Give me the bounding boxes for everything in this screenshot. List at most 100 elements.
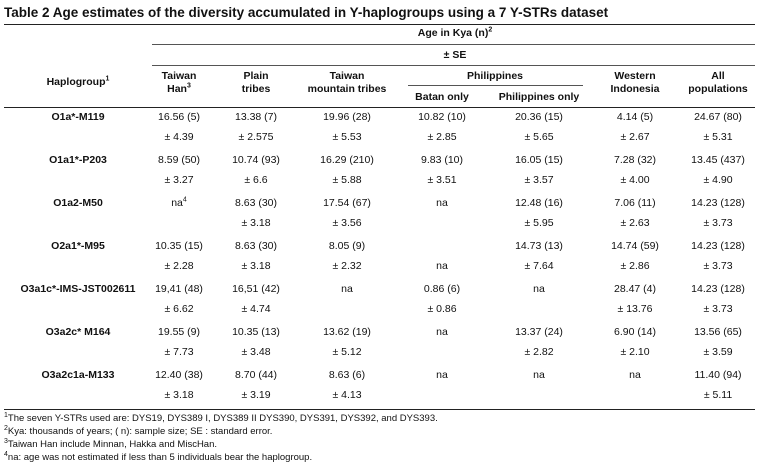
haplogroup-header: Haplogroup1 — [46, 75, 110, 89]
se-cell: ± 3.59 — [703, 346, 733, 358]
se-cell: ± 2.86 — [620, 260, 650, 272]
se-cell: ± 7.64 — [524, 260, 554, 272]
row-label: O1a*-M119 — [51, 111, 105, 123]
se-cell: ± 7.73 — [164, 346, 194, 358]
se-cell: ± 5.95 — [524, 217, 554, 229]
header-bottom-rule — [4, 107, 755, 108]
se-cell: ± 4.00 — [620, 174, 650, 186]
se-cell: ± 5.53 — [332, 131, 362, 143]
philippines-rule — [408, 85, 583, 86]
value-cell: 13.62 (19) — [323, 326, 371, 338]
se-cell: ± 5.11 — [703, 389, 733, 401]
se-cell: ± 2.82 — [524, 346, 554, 358]
se-cell: ± 2.67 — [620, 131, 650, 143]
se-cell: ± 5.12 — [332, 346, 362, 358]
value-cell: 19.55 (9) — [157, 326, 201, 338]
value-cell: 9.83 (10) — [420, 154, 464, 166]
value-cell: na — [341, 283, 353, 295]
value-cell: 10.74 (93) — [232, 154, 280, 166]
value-cell: 8.05 (9) — [328, 240, 366, 252]
col-header-philippines-only: Philippines only — [498, 91, 580, 103]
value-cell: 14.73 (13) — [515, 240, 563, 252]
value-cell: 16,51 (42) — [232, 283, 280, 295]
col-header-western-indonesia: Western Indonesia — [610, 70, 660, 95]
value-cell: 8.70 (44) — [234, 369, 278, 381]
se-cell: ± 3.48 — [241, 346, 271, 358]
value-cell: 20.36 (15) — [515, 111, 563, 123]
row-label: O1a1*-P203 — [49, 154, 107, 166]
se-cell: ± 5.65 — [524, 131, 554, 143]
se-cell: ± 3.57 — [524, 174, 554, 186]
se-cell: ± 6.6 — [244, 174, 268, 186]
value-cell: 7.28 (32) — [613, 154, 657, 166]
table-title: Table 2 Age estimates of the diversity a… — [4, 5, 609, 20]
se-header: ± SE — [443, 49, 467, 61]
value-cell: 24.67 (80) — [694, 111, 742, 123]
col-header-batan-only: Batan only — [415, 91, 469, 103]
col-group-philippines: Philippines — [466, 70, 524, 82]
value-cell: 8.63 (30) — [234, 197, 278, 209]
value-cell: 8.63 (30) — [234, 240, 278, 252]
footnote-2: 2Kya: thousands of years; ( n): sample s… — [4, 424, 273, 437]
se-cell: ± 4.13 — [332, 389, 362, 401]
se-cell: ± 4.74 — [241, 303, 271, 315]
age-rule — [152, 44, 755, 45]
value-cell: 13.45 (437) — [691, 154, 745, 166]
value-cell: 13.37 (24) — [515, 326, 563, 338]
footnote-1: 1The seven Y-STRs used are: DYS19, DYS38… — [4, 411, 438, 424]
se-cell: ± 3.73 — [703, 303, 733, 315]
value-cell: 8.59 (50) — [157, 154, 201, 166]
value-cell: 19.96 (28) — [323, 111, 371, 123]
se-cell: ± 3.73 — [703, 260, 733, 272]
value-cell: na — [533, 283, 545, 295]
se-cell: ± 13.76 — [617, 303, 653, 315]
value-cell: 7.06 (11) — [614, 197, 656, 209]
se-cell: ± 4.39 — [164, 131, 194, 143]
value-cell: 13.56 (65) — [694, 326, 742, 338]
se-cell: ± 3.18 — [164, 389, 194, 401]
value-cell: 14.23 (128) — [691, 197, 745, 209]
value-cell: 4.14 (5) — [616, 111, 654, 123]
value-cell: 12.48 (16) — [515, 197, 563, 209]
row-label: O3a2c1a-M133 — [41, 369, 115, 381]
se-cell: ± 6.62 — [164, 303, 194, 315]
value-cell: 28.47 (4) — [613, 283, 657, 295]
value-cell: 11.40 (94) — [694, 369, 742, 381]
se-cell: ± 3.73 — [703, 217, 733, 229]
value-cell: 14.74 (59) — [611, 240, 659, 252]
col-header-taiwan-mountain-tribes: Taiwan mountain tribes — [307, 70, 387, 95]
se-cell: ± 3.18 — [241, 260, 271, 272]
value-cell: na — [436, 197, 448, 209]
footnote-3: 3Taiwan Han include Minnan, Hakka and Mi… — [4, 437, 218, 450]
col-header-taiwan-han: Taiwan Han3 — [161, 70, 197, 95]
value-cell: 10.82 (10) — [418, 111, 466, 123]
value-cell: 14.23 (128) — [691, 240, 745, 252]
se-cell: ± 2.28 — [164, 260, 194, 272]
col-header-plain-tribes: Plain tribes — [241, 70, 271, 95]
top-rule — [4, 24, 755, 25]
footnote-4: 4na: age was not estimated if less than … — [4, 450, 313, 463]
se-cell: ± 3.51 — [427, 174, 457, 186]
value-cell: na — [436, 369, 448, 381]
value-cell: 0.86 (6) — [423, 283, 461, 295]
se-cell: ± 2.10 — [620, 346, 650, 358]
row-label: O2a1*-M95 — [51, 240, 105, 252]
value-cell: na — [629, 369, 641, 381]
se-cell: ± 2.85 — [427, 131, 457, 143]
value-cell: 19,41 (48) — [155, 283, 203, 295]
se-cell: ± 5.88 — [332, 174, 362, 186]
value-cell: 16.56 (5) — [157, 111, 201, 123]
row-label: O1a2-M50 — [53, 197, 103, 209]
se-cell: ± 3.27 — [164, 174, 194, 186]
value-cell: 14.23 (128) — [691, 283, 745, 295]
value-cell: 17.54 (67) — [323, 197, 371, 209]
se-cell: ± 3.18 — [241, 217, 271, 229]
value-cell: 13.38 (7) — [234, 111, 278, 123]
value-cell: 12.40 (38) — [155, 369, 203, 381]
se-cell: ± 3.56 — [332, 217, 362, 229]
se-cell: na — [436, 260, 448, 272]
value-cell: 6.90 (14) — [613, 326, 657, 338]
se-cell: ± 2.32 — [332, 260, 362, 272]
bottom-rule — [4, 409, 755, 410]
age-header: Age in Kya (n)2 — [417, 26, 493, 40]
